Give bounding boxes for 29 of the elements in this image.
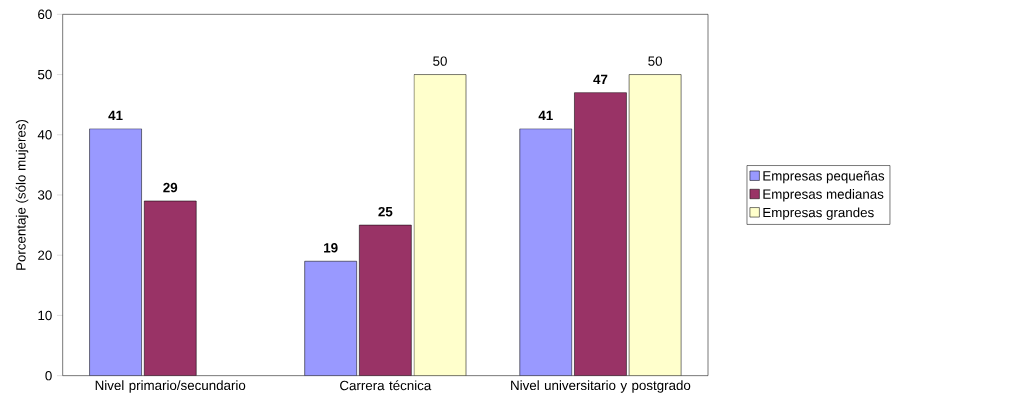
bar: [143, 200, 197, 376]
data-label: 50: [433, 56, 447, 66]
y-tick-label: 40: [37, 130, 52, 140]
data-label: 19: [324, 243, 338, 253]
x-tick-label: Nivel universitario y postgrado: [511, 380, 691, 393]
y-tick-label: 20: [38, 250, 52, 260]
x-tick-label: Nivel primario/secundario: [95, 380, 246, 393]
data-label: 25: [378, 206, 393, 217]
y-tick-label: 30: [37, 190, 52, 200]
y-tick-label: 50: [37, 69, 52, 80]
bar: [359, 224, 412, 376]
bar: [89, 128, 142, 376]
y-tick-label: 60: [38, 9, 52, 20]
bar: [519, 128, 573, 376]
bar: [628, 74, 682, 376]
y-axis-title: Porcentaje (sólo mujeres): [15, 119, 29, 270]
data-label: 50: [648, 56, 663, 66]
bar: [413, 74, 467, 376]
legend-label: Empresas grandes: [763, 207, 874, 220]
legend-label: Empresas pequeñas: [763, 170, 885, 184]
y-tick-label: 10: [38, 310, 52, 321]
y-tick-label: 0: [45, 370, 52, 381]
x-tick-label: Carrera técnica: [340, 380, 432, 391]
legend-label: Empresas medianas: [763, 189, 884, 202]
data-label: 47: [593, 74, 608, 84]
data-label: 41: [538, 110, 553, 121]
data-label: 41: [108, 110, 123, 121]
bar: [304, 260, 357, 376]
data-label: 29: [163, 182, 178, 193]
